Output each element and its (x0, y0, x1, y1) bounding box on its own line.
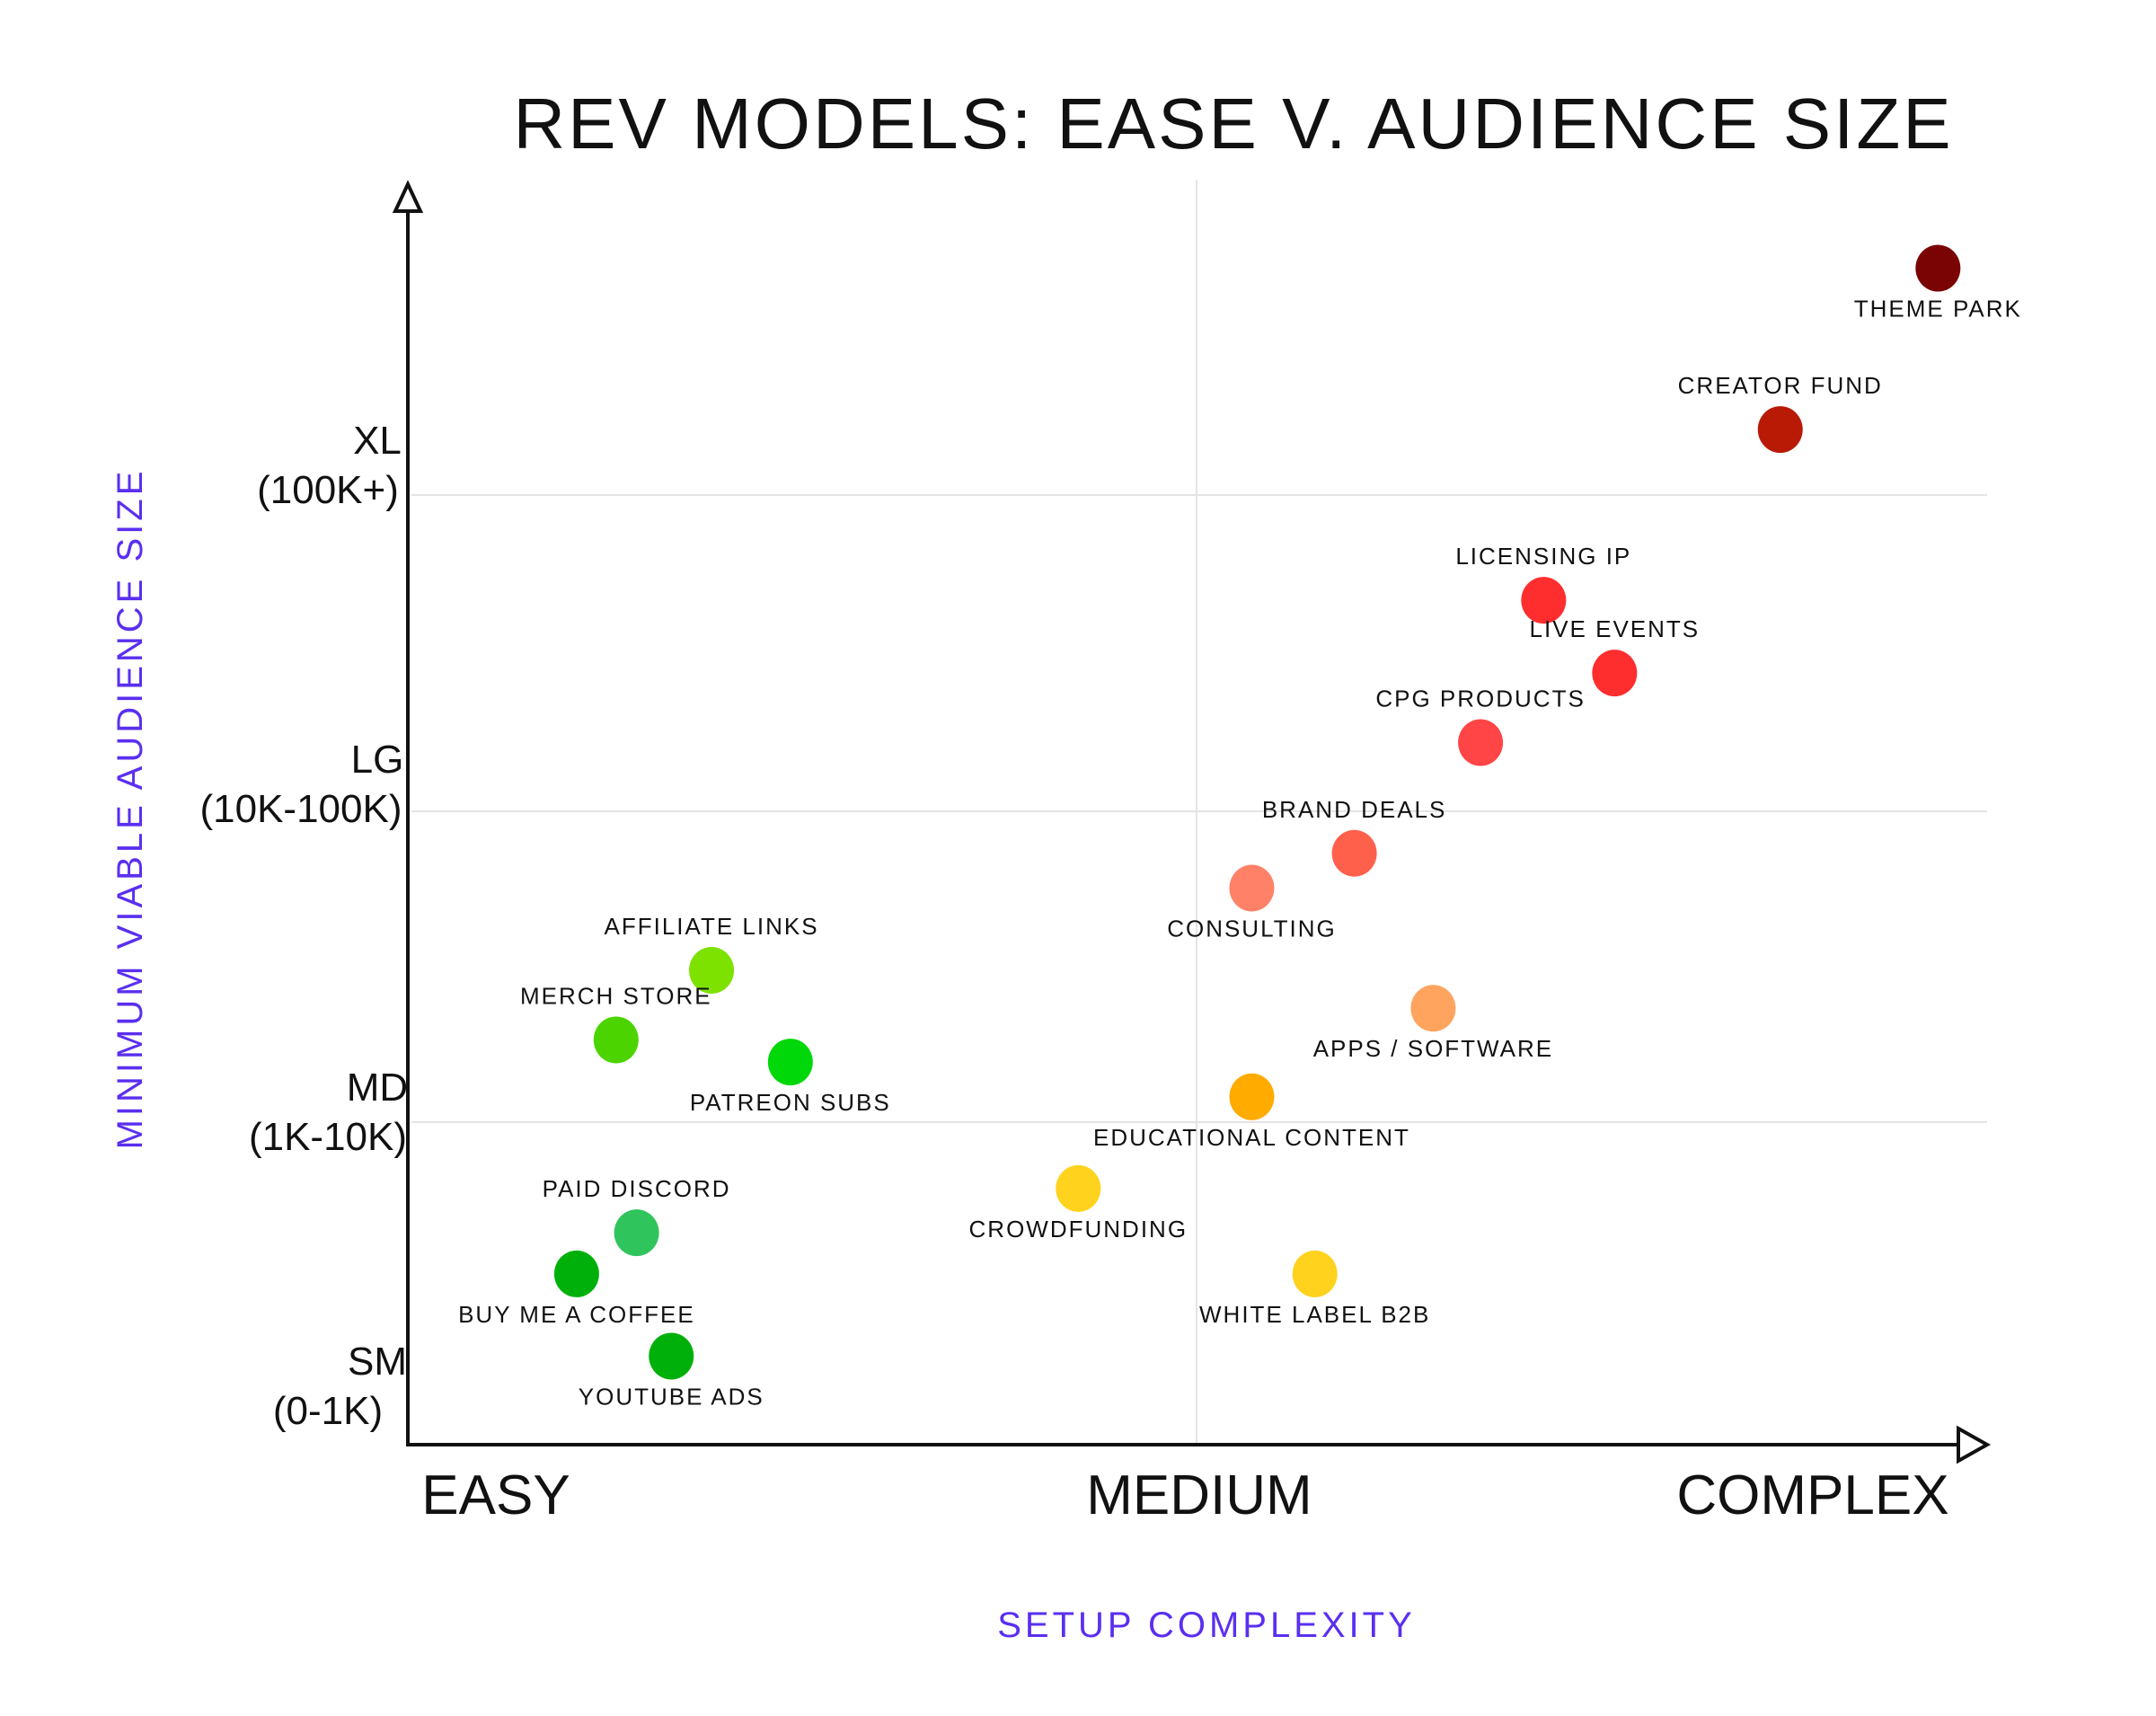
point-label: CONSULTING (1167, 915, 1337, 942)
point-marker (1458, 719, 1504, 766)
point-label: EDUCATIONAL CONTENT (1093, 1124, 1410, 1151)
y-tick-label: SM (348, 1340, 407, 1384)
point-label: CROWDFUNDING (969, 1216, 1188, 1243)
data-point: CPG PRODUCTS (1375, 686, 1585, 766)
data-point: MERCH STORE (520, 982, 712, 1064)
point-label: BUY ME A COFFEE (458, 1301, 695, 1328)
point-marker (1592, 650, 1638, 697)
point-marker (1292, 1250, 1338, 1297)
y-tick-sublabel: (0-1K) (273, 1389, 383, 1433)
data-point: THEME PARK (1854, 244, 2022, 323)
point-label: THEME PARK (1854, 296, 2022, 323)
point-marker (1757, 406, 1803, 454)
data-point: CROWDFUNDING (969, 1164, 1188, 1243)
point-marker (649, 1332, 694, 1380)
x-axis-title: SETUP COMPLEXITY (997, 1605, 1416, 1645)
point-label: YOUTUBE ADS (579, 1383, 764, 1410)
y-tick-label: LG (351, 738, 404, 782)
point-label: LIVE EVENTS (1530, 615, 1701, 642)
point-marker (1331, 829, 1377, 877)
point-marker (1056, 1164, 1101, 1212)
point-label: PAID DISCORD (543, 1175, 731, 1202)
data-point: LIVE EVENTS (1530, 615, 1701, 697)
data-point: AFFILIATE LINKS (605, 913, 819, 994)
point-marker (1229, 1073, 1275, 1120)
y-axis-title: MINIMUM VIABLE AUDIENCE SIZE (110, 468, 150, 1150)
point-marker (1521, 577, 1567, 624)
y-tick-sublabel: (10K-100K) (199, 787, 402, 831)
point-marker (593, 1016, 639, 1064)
x-tick-label: MEDIUM (1086, 1464, 1312, 1526)
y-tick-labels: SM (0-1K) MD (1K-10K) LG (10K-100K) XL (100K+) (199, 419, 408, 1433)
data-point: WHITE LABEL B2B (1199, 1250, 1430, 1328)
y-tick-label: XL (353, 419, 402, 463)
data-points: THEME PARK CREATOR FUND LICENSING IP LIVE E… (458, 244, 2022, 1410)
x-tick-label: EASY (421, 1464, 570, 1526)
axes (392, 180, 1992, 1464)
point-label: MERCH STORE (520, 982, 712, 1009)
point-marker (1915, 244, 1961, 292)
point-label: APPS / SOFTWARE (1313, 1035, 1553, 1062)
data-point: CREATOR FUND (1678, 372, 1883, 454)
y-tick-label: MD (347, 1066, 408, 1110)
point-label: AFFILIATE LINKS (605, 913, 819, 940)
point-marker (553, 1250, 599, 1297)
point-marker (1229, 864, 1275, 912)
point-label: BRAND DEALS (1262, 796, 1447, 823)
y-tick-sublabel: (1K-10K) (249, 1115, 407, 1159)
data-point: YOUTUBE ADS (579, 1332, 764, 1410)
data-point: CONSULTING (1167, 864, 1337, 942)
y-tick-sublabel: (100K+) (257, 468, 399, 512)
data-point: PATREON SUBS (690, 1039, 891, 1116)
data-point: EDUCATIONAL CONTENT (1093, 1073, 1410, 1151)
point-label: LICENSING IP (1455, 543, 1631, 570)
x-axis-arrow-icon (1957, 1425, 1992, 1464)
y-axis-arrow-icon (392, 180, 424, 213)
chart-title: REV MODELS: EASE V. AUDIENCE SIZE (513, 84, 1953, 164)
point-label: PATREON SUBS (690, 1089, 891, 1116)
data-point: PAID DISCORD (543, 1175, 731, 1257)
point-label: CPG PRODUCTS (1375, 686, 1585, 712)
data-point: BRAND DEALS (1262, 796, 1447, 877)
data-point: BUY ME A COFFEE (458, 1250, 695, 1328)
point-label: CREATOR FUND (1678, 372, 1883, 399)
x-tick-label: COMPLEX (1676, 1464, 1948, 1526)
point-marker (614, 1209, 659, 1257)
point-label: WHITE LABEL B2B (1199, 1301, 1430, 1328)
data-point: APPS / SOFTWARE (1313, 985, 1553, 1062)
point-marker (1410, 985, 1456, 1032)
x-tick-labels: EASY MEDIUM COMPLEX (421, 1464, 1948, 1526)
grid (411, 180, 1987, 1443)
point-marker (689, 947, 735, 994)
data-point: LICENSING IP (1455, 543, 1631, 624)
point-marker (767, 1039, 813, 1086)
